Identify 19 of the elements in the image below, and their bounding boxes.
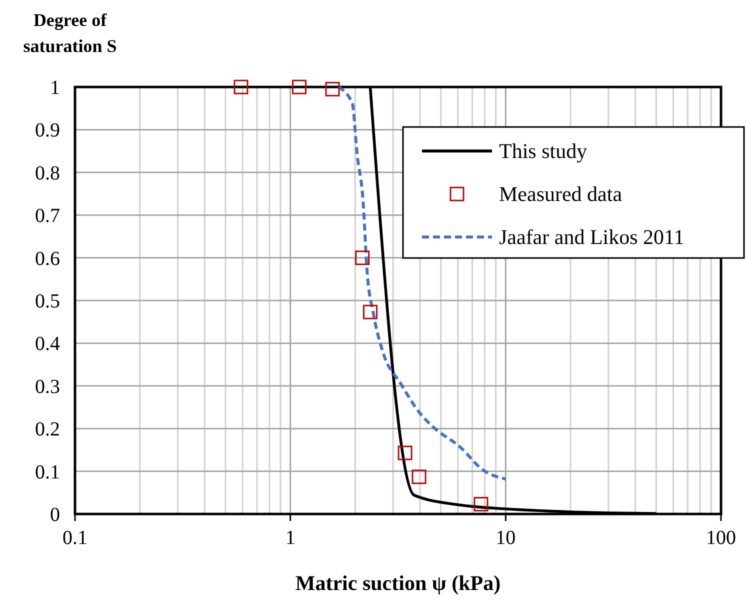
y-tick-label: 0.9 bbox=[35, 120, 60, 142]
x-tick-label: 100 bbox=[706, 527, 736, 549]
y-tick-label: 0.8 bbox=[35, 162, 60, 184]
y-tick-label: 0.5 bbox=[35, 290, 60, 312]
legend-label: Measured data bbox=[499, 182, 623, 206]
y-tick-label: 0.4 bbox=[35, 333, 60, 356]
y-axis-title: Degree of saturation S bbox=[23, 10, 117, 56]
y-tick-label: 1 bbox=[50, 77, 60, 99]
legend-label: Jaafar and Likos 2011 bbox=[499, 225, 684, 249]
y-tick-label: 0.2 bbox=[35, 418, 60, 441]
y-tick-label: 0 bbox=[50, 504, 60, 526]
x-tick-label: 10 bbox=[496, 527, 516, 549]
y-tick-label: 0.7 bbox=[35, 205, 60, 228]
x-axis-title: Matric suction ψ (kPa) bbox=[295, 571, 501, 595]
x-tick-label: 1 bbox=[285, 527, 296, 549]
legend-label: This study bbox=[499, 139, 588, 163]
y-tick-label: 0.6 bbox=[35, 248, 60, 270]
y-tick-label: 0.3 bbox=[35, 376, 60, 398]
y-tick-label: 0.1 bbox=[35, 461, 60, 484]
